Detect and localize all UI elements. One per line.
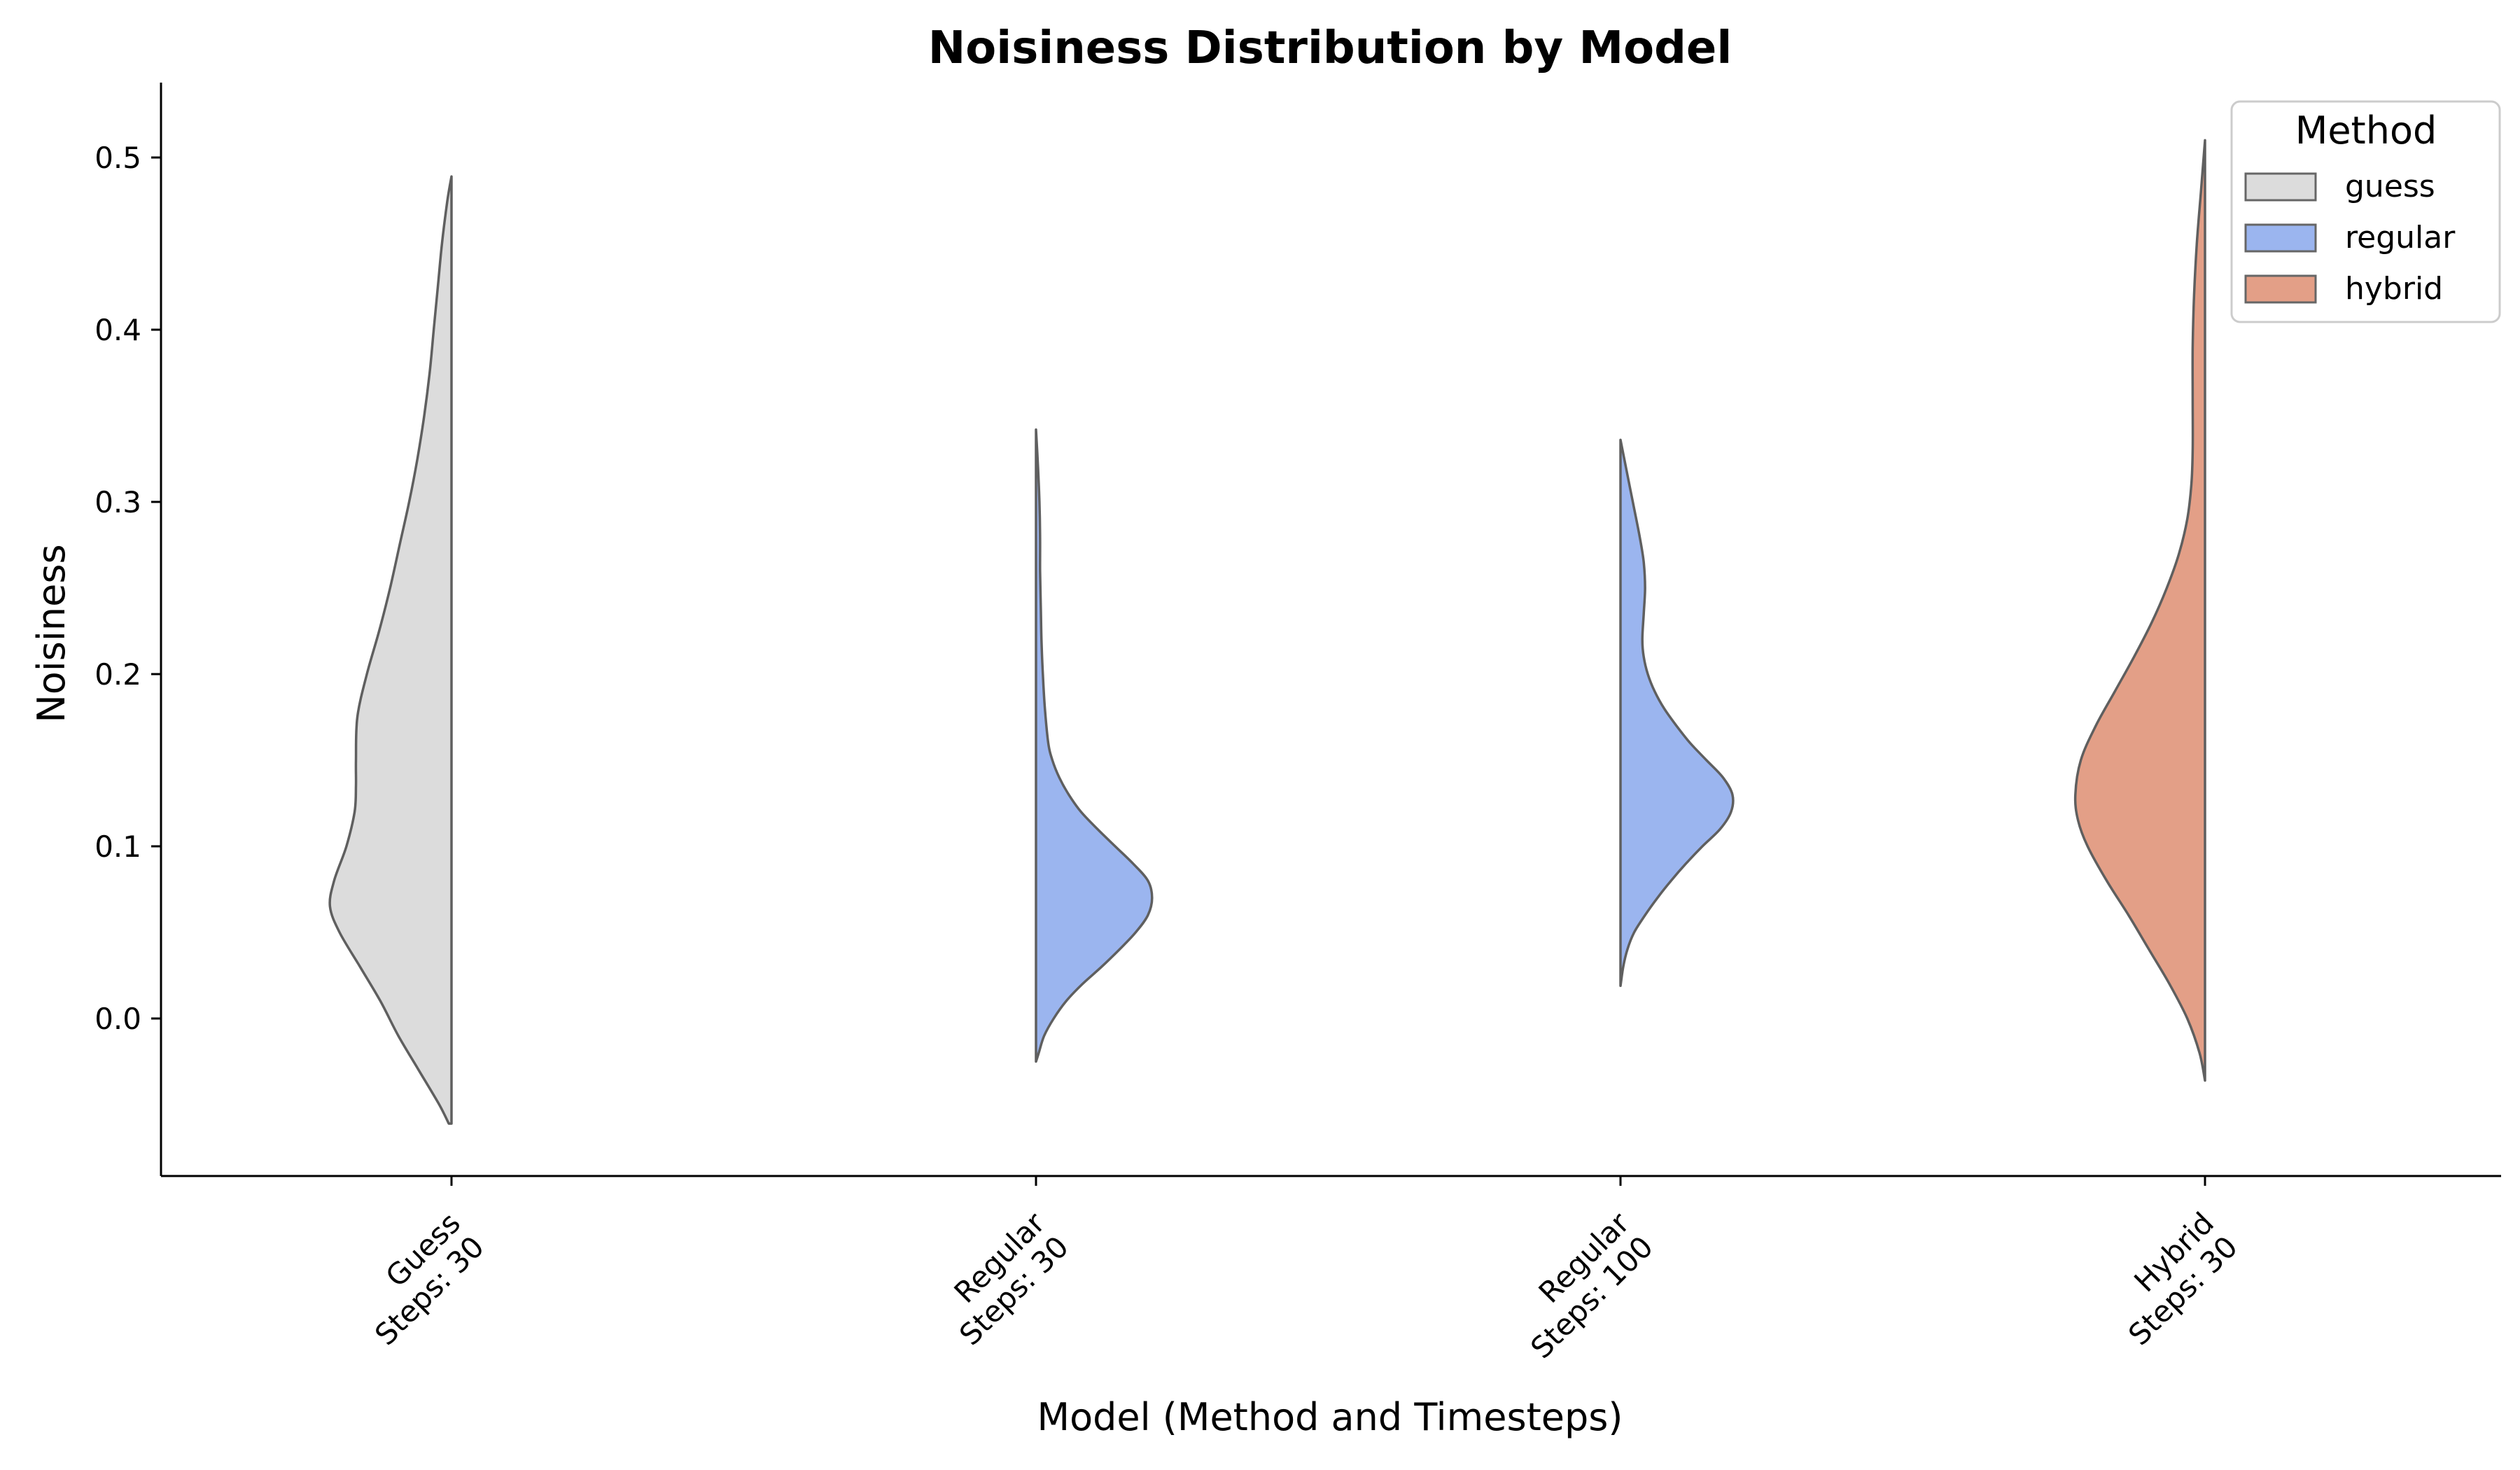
violin-regular-1 — [1035, 428, 1154, 1063]
violin-hybrid-3 — [2073, 139, 2206, 1082]
violin-guess-0 — [328, 175, 453, 1125]
legend-label-regular: regular — [2345, 220, 2456, 255]
chart-title: Noisiness Distribution by Model — [928, 22, 1732, 74]
legend-title: Method — [2295, 108, 2437, 153]
legend-swatch-hybrid — [2244, 274, 2317, 304]
y-tick-label: 0.0 — [94, 1002, 141, 1036]
y-tick-label: 0.3 — [94, 485, 141, 519]
legend-label-hybrid: hybrid — [2345, 271, 2443, 307]
legend: Method guess regular hybrid — [2230, 100, 2501, 323]
y-tick-label: 0.5 — [94, 141, 141, 175]
x-axis-label: Model (Method and Timesteps) — [1037, 1395, 1623, 1439]
legend-box — [2230, 100, 2501, 323]
y-tick-label: 0.4 — [94, 313, 141, 347]
violins-group — [328, 139, 2206, 1125]
violin-regular-2 — [1619, 438, 1735, 988]
y-tick-label: 0.1 — [94, 830, 141, 864]
y-tick-label: 0.2 — [94, 657, 141, 692]
y-ticks-group: 0.0 0.1 0.2 0.3 0.4 0.5 — [94, 141, 161, 1036]
y-axis-label: Noisiness — [29, 544, 74, 722]
legend-label-guess: guess — [2345, 169, 2435, 204]
legend-swatch-regular — [2244, 223, 2317, 253]
legend-swatch-guess — [2244, 172, 2317, 202]
